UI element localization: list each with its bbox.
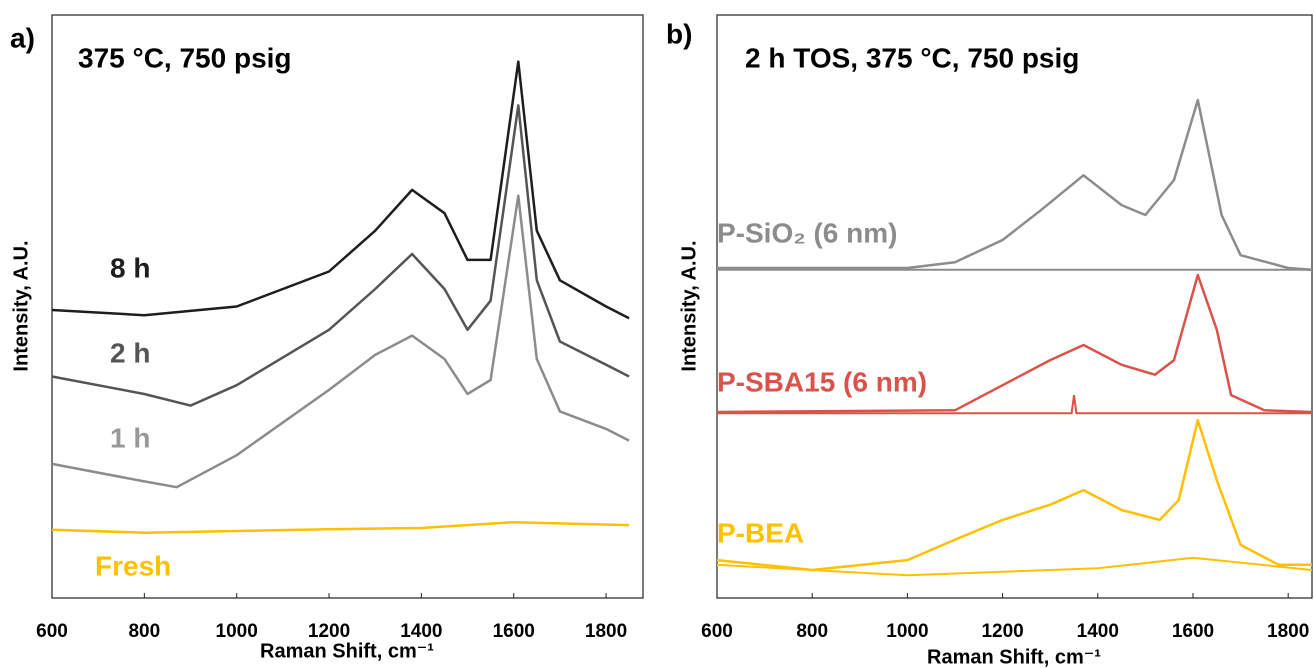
x-tick-label: 600: [701, 621, 733, 642]
x-tick-label: 1400: [1077, 621, 1119, 642]
x-tick-label: 800: [128, 621, 160, 642]
x-tick-label: 1800: [1267, 621, 1309, 642]
spectrum-line: [51, 104, 630, 407]
series-label: Fresh: [95, 550, 171, 581]
y-axis-label: Intensity, A.U.: [10, 240, 32, 371]
chart-title: 375 °C, 750 psig: [78, 42, 292, 73]
series-label: P-SiO₂ (6 nm): [717, 217, 897, 248]
plot-frame: [51, 14, 644, 599]
series-label: 2 h: [110, 337, 150, 368]
x-tick-label: 1200: [981, 621, 1023, 642]
x-tick-label: 1600: [1172, 621, 1214, 642]
spectrum-line: [51, 194, 630, 489]
x-axis-label: Raman Shift, cm⁻¹: [927, 646, 1101, 668]
spectrum-line: [51, 60, 630, 320]
panel-label: b): [666, 18, 692, 49]
x-tick-label: 1600: [493, 621, 535, 642]
x-tick-label: 1400: [400, 621, 442, 642]
spectrum-line: [716, 273, 1313, 414]
x-tick-label: 1000: [216, 621, 258, 642]
baseline-line: [716, 556, 1313, 577]
x-tick-label: 1000: [886, 621, 928, 642]
x-tick-label: 800: [796, 621, 828, 642]
baseline-line: [717, 394, 1312, 415]
plot-frame: [716, 14, 1313, 599]
x-tick-label: 1200: [308, 621, 350, 642]
spectrum-line: [51, 520, 630, 534]
series-label: 8 h: [110, 252, 150, 283]
x-tick-label: 1800: [585, 621, 627, 642]
spectrum-line: [717, 98, 1313, 272]
x-tick-label: 600: [36, 621, 68, 642]
spectrum-line: [716, 418, 1312, 572]
chart-title: 2 h TOS, 375 °C, 750 psig: [745, 42, 1079, 73]
y-axis-label: Intensity, A.U.: [678, 240, 700, 371]
series-label: 1 h: [110, 422, 150, 453]
series-label: P-BEA: [717, 517, 804, 548]
panel-label: a): [10, 22, 35, 53]
series-label: P-SBA15 (6 nm): [717, 366, 927, 397]
x-axis-label: Raman Shift, cm⁻¹: [260, 640, 434, 662]
